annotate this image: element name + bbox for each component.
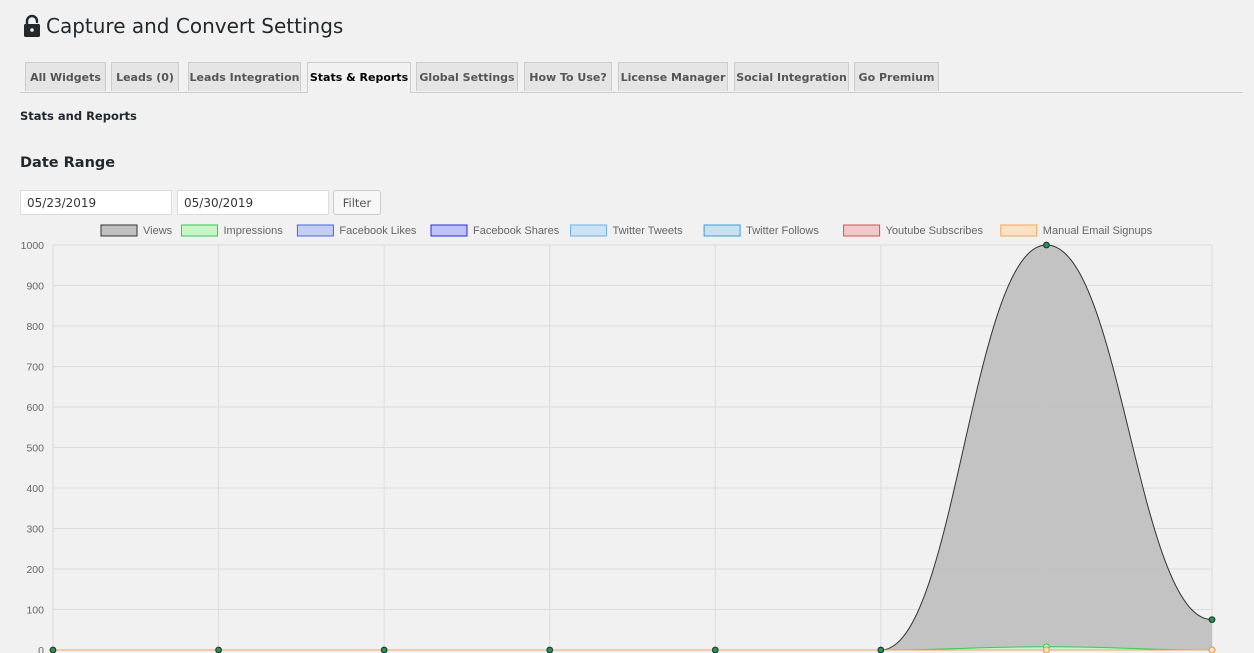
tab-leads[interactable]: Leads (0): [111, 62, 179, 91]
legend-label-facebook-shares: Facebook Shares: [473, 225, 560, 237]
legend-label-manual-email-signups: Manual Email Signups: [1043, 225, 1153, 237]
y-tick-label: 100: [26, 605, 44, 617]
legend-label-youtube-subscribes: Youtube Subscribes: [886, 225, 984, 237]
point-views-baseline: [877, 646, 885, 653]
tab-how-to-use[interactable]: How To Use?: [524, 62, 612, 91]
date-range-heading: Date Range: [20, 155, 116, 171]
legend-label-twitter-follows: Twitter Follows: [746, 225, 819, 237]
legend-swatch-youtube-subscribes: [843, 224, 881, 237]
point-manual-email-signups: [1043, 646, 1050, 653]
y-tick-label: 300: [26, 524, 44, 536]
tab-leads-integration[interactable]: Leads Integration: [188, 62, 301, 91]
tab-all-widgets[interactable]: All Widgets: [25, 62, 106, 91]
y-tick-label: 200: [26, 564, 44, 576]
tab-social-integration[interactable]: Social Integration: [734, 62, 849, 91]
page-header: Capture and Convert Settings: [22, 14, 343, 38]
legend-swatch-views: [100, 224, 138, 237]
legend-swatch-twitter-follows: [703, 224, 741, 237]
y-tick-label: 800: [26, 321, 44, 333]
settings-tabs: All Widgets Leads (0) Leads Integration …: [20, 62, 1243, 93]
point-manual-email-signups: [1208, 646, 1216, 653]
lock-open-icon: [24, 14, 40, 37]
tab-global-settings[interactable]: Global Settings: [416, 62, 518, 91]
y-tick-label: 500: [26, 443, 44, 455]
point-views-baseline: [1208, 616, 1216, 623]
point-views-baseline: [215, 646, 222, 653]
point-views-baseline: [546, 646, 554, 653]
point-views-baseline: [49, 646, 57, 653]
tab-license-manager[interactable]: License Manager: [618, 62, 728, 91]
y-tick-label: 900: [26, 281, 44, 293]
tab-go-premium[interactable]: Go Premium: [854, 62, 939, 91]
page-title: Capture and Convert Settings: [46, 14, 344, 38]
point-views-baseline: [711, 646, 719, 653]
start-date-input[interactable]: [20, 190, 172, 215]
point-views-baseline: [380, 646, 388, 653]
section-subtitle: Stats and Reports: [20, 109, 137, 123]
y-tick-label: 0: [38, 645, 44, 653]
area-views: [53, 245, 1212, 650]
stats-chart: 0 100 200 300 400 500 600 700 800 900 1000 Views Imp…: [21, 224, 1216, 653]
legend-swatch-manual-email-signups: [1000, 224, 1038, 237]
legend-swatch-facebook-shares: [430, 224, 468, 237]
legend-label-twitter-tweets: Twitter Tweets: [613, 225, 684, 237]
tab-stats-reports[interactable]: Stats & Reports: [307, 62, 411, 93]
y-tick-label: 400: [26, 483, 44, 495]
legend-label-facebook-likes: Facebook Likes: [339, 225, 417, 237]
filter-button[interactable]: Filter: [333, 190, 381, 215]
point-views-baseline: [1043, 241, 1050, 249]
legend-swatch-twitter-tweets: [570, 224, 607, 237]
end-date-input[interactable]: [177, 190, 329, 215]
y-tick-label: 700: [26, 362, 44, 374]
legend-swatch-facebook-likes: [296, 224, 334, 237]
legend-label-impressions: Impressions: [224, 225, 284, 237]
legend-swatch-impressions: [181, 224, 218, 237]
legend-label-views: Views: [143, 225, 173, 237]
y-tick-label: 600: [26, 402, 44, 414]
y-tick-label: 1000: [21, 240, 45, 252]
